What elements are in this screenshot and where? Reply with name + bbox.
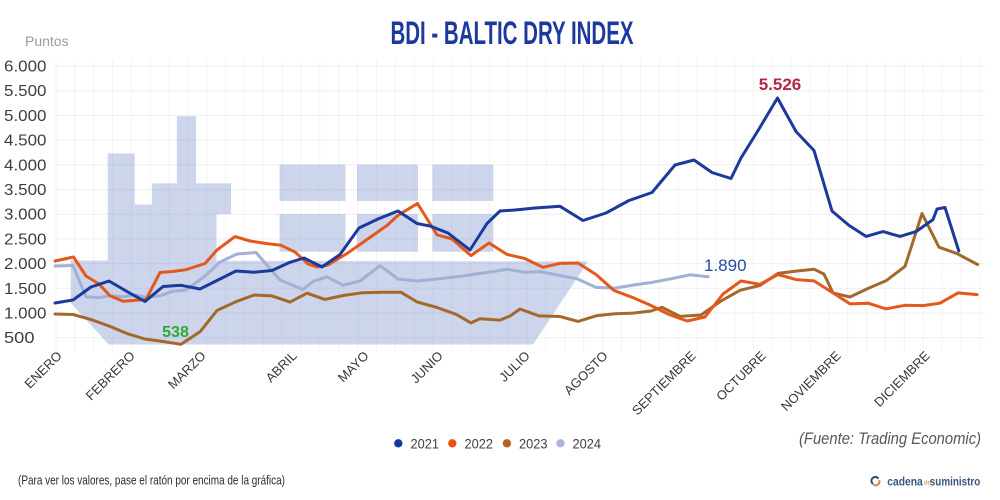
svg-text:5.000: 5.000	[4, 108, 47, 125]
svg-text:2021: 2021	[411, 436, 440, 452]
svg-text:(Para ver los valores, pase el: (Para ver los valores, pase el ratón por…	[18, 474, 285, 488]
svg-text:500: 500	[4, 330, 35, 347]
svg-text:5.500: 5.500	[4, 83, 47, 100]
svg-text:538: 538	[162, 324, 189, 341]
svg-text:2024: 2024	[573, 436, 602, 452]
svg-text:2.500: 2.500	[4, 231, 47, 248]
svg-text:1.500: 1.500	[4, 281, 47, 298]
svg-text:cadena: cadena	[887, 477, 923, 489]
svg-text:2023: 2023	[519, 436, 548, 452]
svg-text:1.890: 1.890	[704, 256, 747, 275]
svg-text:4.000: 4.000	[4, 157, 47, 174]
svg-text:6.000: 6.000	[4, 59, 47, 76]
svg-text:3.000: 3.000	[4, 207, 47, 224]
svg-text:4.500: 4.500	[4, 133, 47, 150]
svg-text:Puntos: Puntos	[25, 33, 69, 49]
svg-text:de: de	[924, 480, 932, 487]
svg-text:(Fuente: Trading Economic): (Fuente: Trading Economic)	[799, 430, 981, 448]
svg-text:2.000: 2.000	[4, 256, 47, 273]
svg-text:5.526: 5.526	[759, 75, 802, 94]
svg-text:3.500: 3.500	[4, 182, 47, 199]
svg-text:BDI - BALTIC DRY INDEX: BDI - BALTIC DRY INDEX	[390, 15, 633, 51]
svg-text:1.000: 1.000	[4, 306, 47, 323]
svg-text:suministro: suministro	[930, 477, 981, 489]
svg-text:2022: 2022	[465, 436, 494, 452]
